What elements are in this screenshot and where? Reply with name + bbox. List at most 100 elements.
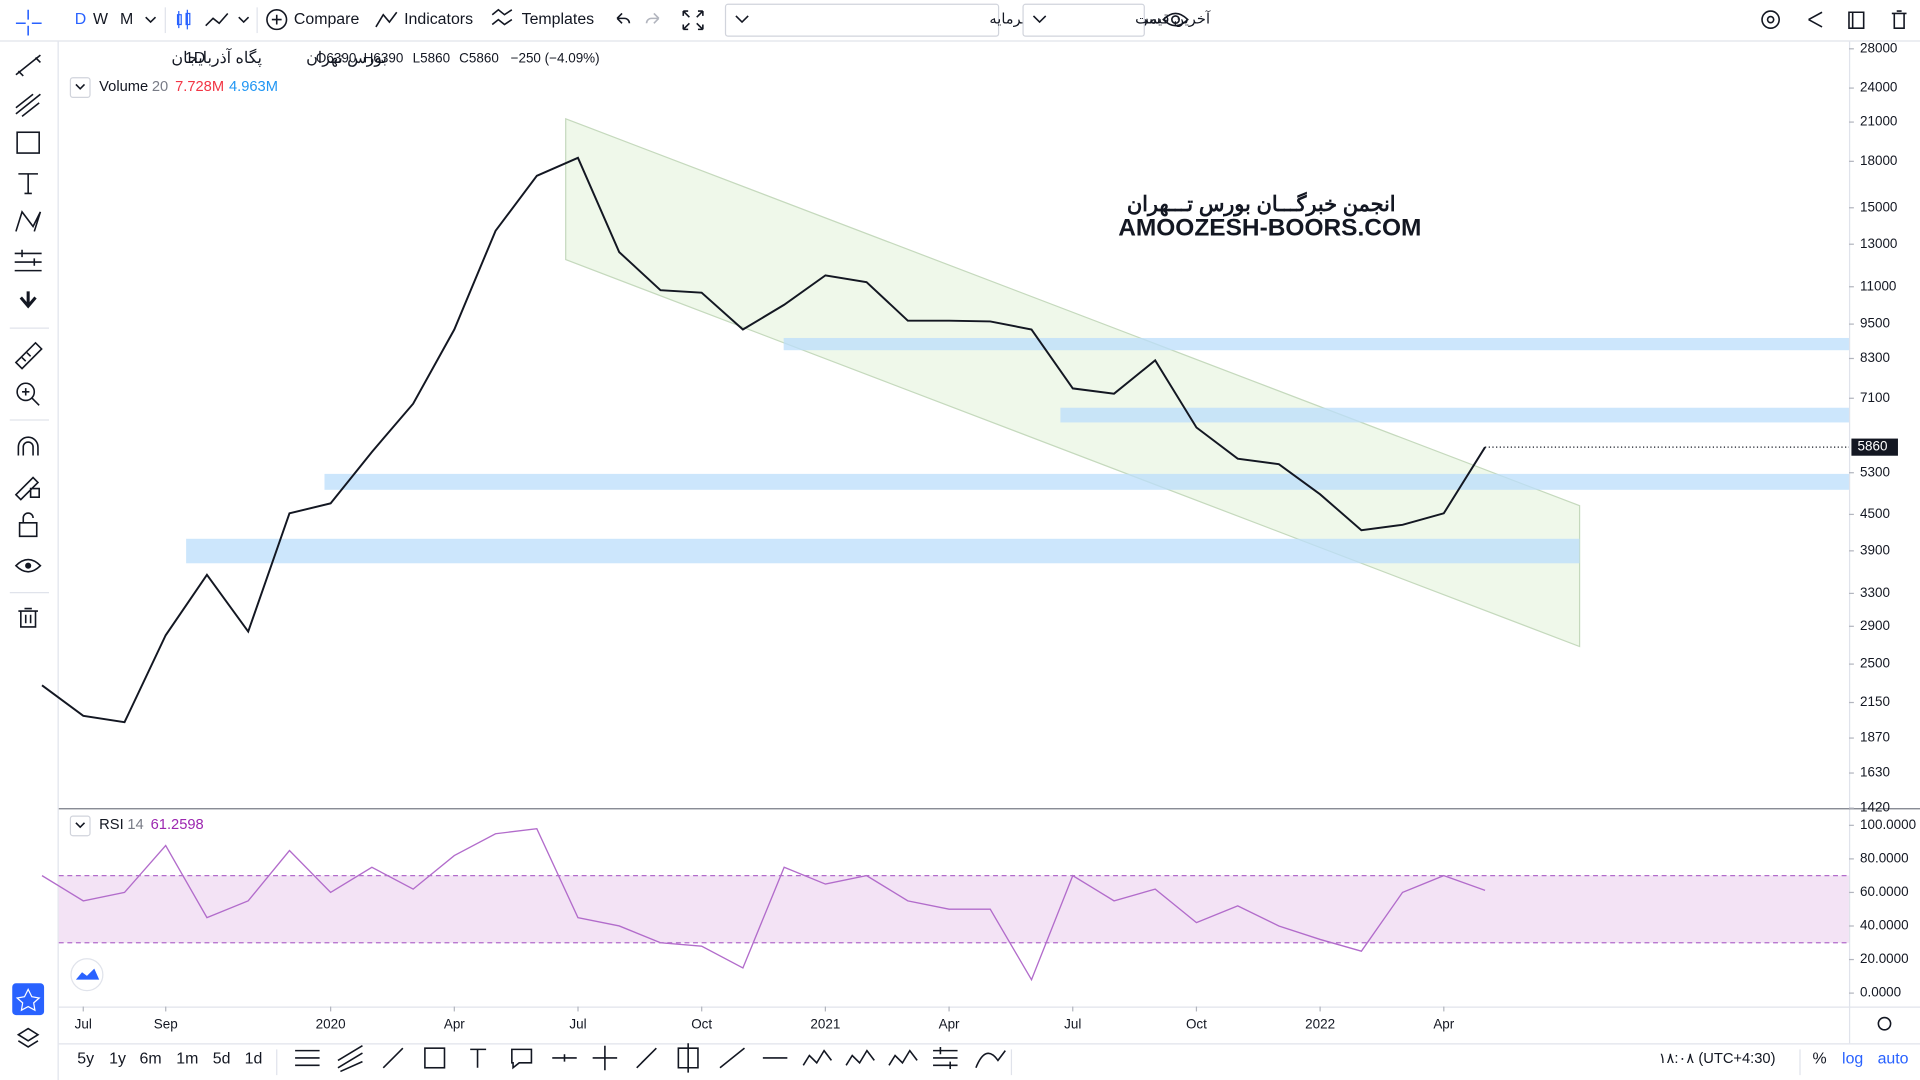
rsi-name: RSI (99, 817, 123, 833)
range-button[interactable]: 1d (245, 1050, 263, 1067)
tool-lines[interactable] (295, 1049, 320, 1067)
compare-icon[interactable] (266, 9, 288, 31)
prediction-tool[interactable] (14, 249, 42, 272)
y-tick-label: 2900 (1860, 618, 1890, 633)
line-style-icon[interactable] (205, 12, 229, 27)
settings[interactable] (1761, 10, 1780, 29)
interval-m[interactable]: M (120, 11, 133, 28)
layers-button[interactable] (16, 1027, 40, 1048)
undo[interactable] (616, 12, 631, 24)
more-tools[interactable] (19, 291, 37, 309)
y-tick-label: 5300 (1860, 464, 1890, 479)
tool-pitchfork[interactable] (337, 1045, 363, 1073)
trendline-tool[interactable] (15, 54, 41, 77)
clock[interactable]: ۱۸:۰۸ (UTC+4:30) (1659, 1051, 1776, 1067)
stay-drawing-tool[interactable] (14, 476, 40, 501)
y-tick-label: 11000 (1860, 278, 1896, 293)
y-tick-label: 1630 (1860, 765, 1890, 780)
rsi-length: 14 (127, 817, 143, 833)
log-toggle[interactable]: log (1842, 1050, 1863, 1067)
zone[interactable] (783, 337, 1849, 351)
tool-range[interactable] (677, 1043, 699, 1073)
indicators-icon[interactable] (375, 11, 398, 28)
last-price-label: 5860 (1858, 439, 1888, 454)
text-tool[interactable] (18, 173, 38, 195)
y-tick-label: 0.0000 (1860, 985, 1901, 1000)
axis-settings[interactable] (1877, 1016, 1892, 1031)
zone[interactable] (186, 538, 1580, 564)
redo[interactable] (645, 12, 660, 24)
tool-text[interactable] (470, 1048, 487, 1068)
visibility-icon[interactable] (1162, 12, 1189, 27)
x-tick-label: 2022 (1305, 1016, 1335, 1031)
y-tick-label: 100.0000 (1860, 817, 1916, 832)
crosshair-tool[interactable] (15, 9, 42, 36)
watchlist-button[interactable] (12, 983, 45, 1016)
range-button[interactable]: 6m (140, 1050, 162, 1067)
interval-w[interactable]: W (93, 11, 108, 28)
x-tick-label: Oct (1186, 1016, 1207, 1031)
collapse-arrow (75, 83, 86, 90)
dividend-dropdown[interactable] (724, 3, 1000, 37)
range-button[interactable]: 1y (109, 1050, 126, 1067)
watermark-latin: AMOOZESH-BOORS.COM (1118, 214, 1421, 241)
interval-menu[interactable] (145, 16, 157, 24)
x-tick-label: Apr (444, 1016, 465, 1031)
y-tick-label: 15000 (1860, 199, 1897, 214)
share[interactable] (1808, 11, 1823, 28)
shape-tool[interactable] (16, 131, 40, 154)
lock-tool[interactable] (18, 512, 38, 538)
tv-logo[interactable] (70, 958, 104, 992)
rsi-value: 61.2598 (151, 817, 204, 833)
tool-ray[interactable] (636, 1047, 657, 1069)
percent-toggle[interactable]: % (1813, 1050, 1827, 1067)
tool-callout[interactable] (511, 1048, 533, 1070)
snapshot[interactable] (1848, 11, 1865, 29)
range-button[interactable]: 5y (77, 1050, 94, 1067)
templates-icon[interactable] (491, 8, 513, 26)
range-button[interactable]: 5d (213, 1050, 231, 1067)
templates-button[interactable]: Templates (522, 11, 595, 28)
ohlc-low: L5860 (413, 50, 450, 65)
tool-hline[interactable] (552, 1054, 577, 1062)
price-dropdown[interactable] (1022, 3, 1145, 37)
trend-channel[interactable] (565, 117, 1581, 648)
volume-value: 7.728M (175, 79, 224, 95)
x-tick-label: Jul (569, 1016, 586, 1031)
visibility-pupil (1171, 15, 1180, 25)
trash-top[interactable] (1891, 10, 1907, 29)
compare-button[interactable]: Compare (294, 11, 360, 28)
indicators-button[interactable]: Indicators (404, 11, 473, 28)
remove-tool[interactable] (18, 607, 38, 628)
zoom-tool[interactable] (16, 382, 36, 402)
y-tick-label: 2500 (1860, 656, 1890, 671)
y-tick-label: 24000 (1860, 80, 1897, 95)
tool-abc[interactable] (845, 1049, 875, 1066)
interval-d[interactable]: D (75, 11, 86, 28)
hide-tool[interactable] (14, 558, 42, 573)
series-line (41, 156, 1486, 724)
magnet-tool[interactable] (17, 436, 39, 456)
tool-arrow[interactable] (719, 1047, 745, 1069)
range-button[interactable]: 1m (176, 1050, 198, 1067)
tool-forecast[interactable] (933, 1046, 958, 1069)
style-menu[interactable] (238, 16, 250, 24)
collapse-volume[interactable] (69, 77, 91, 98)
tool-cross[interactable] (592, 1045, 618, 1071)
tool-line[interactable] (382, 1047, 404, 1069)
fullscreen[interactable] (682, 10, 704, 31)
tool-elliott[interactable] (802, 1049, 833, 1066)
auto-toggle[interactable]: auto (1878, 1050, 1909, 1067)
y-tick-label: 1870 (1860, 730, 1890, 745)
tool-abcde[interactable] (888, 1049, 918, 1066)
collapse-rsi[interactable] (69, 815, 91, 837)
fib-tool[interactable] (15, 93, 41, 117)
star-icon (15, 988, 41, 1012)
tool-brush[interactable] (975, 1050, 1006, 1069)
tool-rect[interactable] (424, 1047, 446, 1069)
zone[interactable] (324, 473, 1849, 490)
candles-icon[interactable] (176, 9, 191, 30)
zone[interactable] (1060, 407, 1849, 423)
pattern-tool[interactable] (15, 210, 42, 232)
ruler-tool[interactable] (14, 341, 43, 370)
